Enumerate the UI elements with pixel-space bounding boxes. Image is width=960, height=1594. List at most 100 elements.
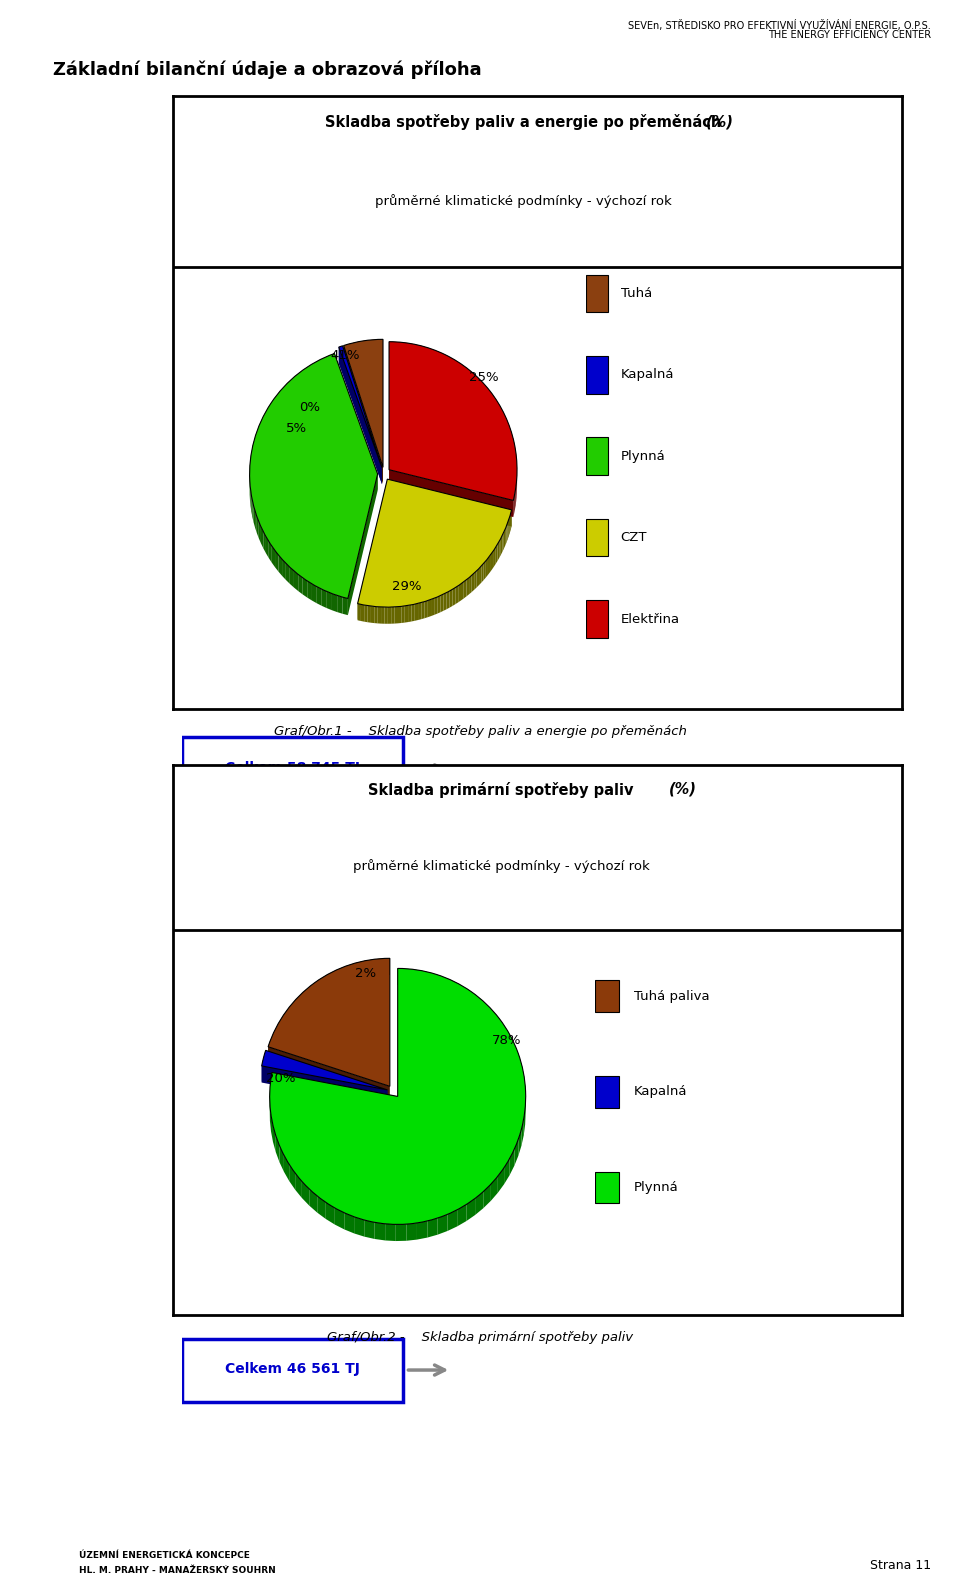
Polygon shape [271,1036,272,1055]
Polygon shape [491,1176,498,1200]
Polygon shape [510,1149,515,1175]
Wedge shape [344,340,383,467]
Polygon shape [471,574,474,591]
Polygon shape [253,505,255,528]
Polygon shape [273,1031,275,1050]
Text: Elektřina: Elektřina [620,612,680,625]
Wedge shape [262,1050,388,1090]
Polygon shape [286,563,290,583]
Polygon shape [377,607,381,623]
Polygon shape [284,383,288,403]
Polygon shape [507,419,508,440]
Polygon shape [415,604,418,620]
Polygon shape [483,1184,491,1208]
Polygon shape [508,520,509,539]
Polygon shape [270,1039,271,1058]
Polygon shape [296,998,298,1017]
Polygon shape [317,1196,325,1219]
Text: 20%: 20% [266,1073,296,1086]
Polygon shape [272,1073,397,1113]
Polygon shape [427,1218,438,1237]
Polygon shape [435,351,439,368]
Polygon shape [357,961,360,979]
Polygon shape [516,1046,519,1073]
Polygon shape [322,590,326,609]
Polygon shape [439,352,443,370]
Polygon shape [363,961,366,977]
Polygon shape [458,583,461,603]
Polygon shape [476,569,479,588]
Polygon shape [474,571,476,590]
Polygon shape [337,596,343,614]
Polygon shape [294,999,296,1019]
Polygon shape [405,606,408,623]
Polygon shape [419,971,429,988]
Polygon shape [364,1219,374,1239]
Bar [182,736,403,805]
Polygon shape [452,588,455,606]
Polygon shape [335,1208,345,1229]
Polygon shape [507,523,508,542]
Wedge shape [357,480,512,607]
Polygon shape [334,969,337,988]
Polygon shape [508,422,510,443]
Text: Skladba spotřeby paliv a energie po přeměnách: Skladba spotřeby paliv a energie po přem… [324,115,721,131]
Polygon shape [497,402,500,422]
Polygon shape [504,1159,510,1184]
Polygon shape [266,537,269,558]
Polygon shape [481,563,484,582]
Polygon shape [289,1164,295,1189]
Polygon shape [307,987,309,1006]
Polygon shape [352,963,355,980]
Polygon shape [492,1011,499,1035]
Polygon shape [409,343,413,360]
Polygon shape [494,547,495,566]
Polygon shape [447,1210,457,1231]
Polygon shape [262,414,265,435]
Polygon shape [257,516,259,539]
Polygon shape [373,960,376,976]
Bar [586,274,608,312]
Polygon shape [257,424,260,446]
Polygon shape [326,591,332,611]
Polygon shape [259,521,261,544]
Polygon shape [343,346,382,485]
Polygon shape [312,583,317,603]
Text: Graf/Obr.1 -    Skladba spotřeby paliv a energie po přeměnách: Graf/Obr.1 - Skladba spotřeby paliv a en… [274,725,686,738]
Polygon shape [431,349,435,367]
Polygon shape [361,604,364,622]
Polygon shape [387,480,512,526]
Polygon shape [446,591,449,609]
Polygon shape [295,1173,301,1199]
Polygon shape [438,1215,447,1235]
Polygon shape [502,532,504,552]
Polygon shape [267,405,270,426]
Text: Celkem 46 561 TJ: Celkem 46 561 TJ [226,1361,360,1376]
Polygon shape [468,990,476,1012]
Polygon shape [288,379,292,400]
Polygon shape [453,359,456,378]
Polygon shape [475,1192,483,1215]
Polygon shape [443,354,446,371]
Polygon shape [339,347,382,485]
Polygon shape [340,968,342,985]
Text: 78%: 78% [492,1035,521,1047]
Polygon shape [413,344,417,362]
Polygon shape [379,958,382,976]
Polygon shape [348,473,377,615]
Polygon shape [398,606,401,623]
Polygon shape [457,1205,467,1226]
Polygon shape [290,567,294,588]
Polygon shape [449,979,459,1001]
Polygon shape [314,360,319,379]
Polygon shape [389,341,393,359]
Polygon shape [440,976,449,996]
Text: Základní bilanční údaje a obrazová příloha: Základní bilanční údaje a obrazová přílo… [53,61,481,80]
Polygon shape [469,575,471,595]
Polygon shape [368,606,371,623]
Polygon shape [337,969,340,987]
Polygon shape [504,529,505,548]
Polygon shape [300,368,305,389]
Text: SEVEn, STŘEDISKO PRO EFEKTIVNÍ VYUŽÍVÁNÍ ENERGIE, O.P.S.: SEVEn, STŘEDISKO PRO EFEKTIVNÍ VYUŽÍVÁNÍ… [629,21,931,30]
Wedge shape [339,346,382,467]
